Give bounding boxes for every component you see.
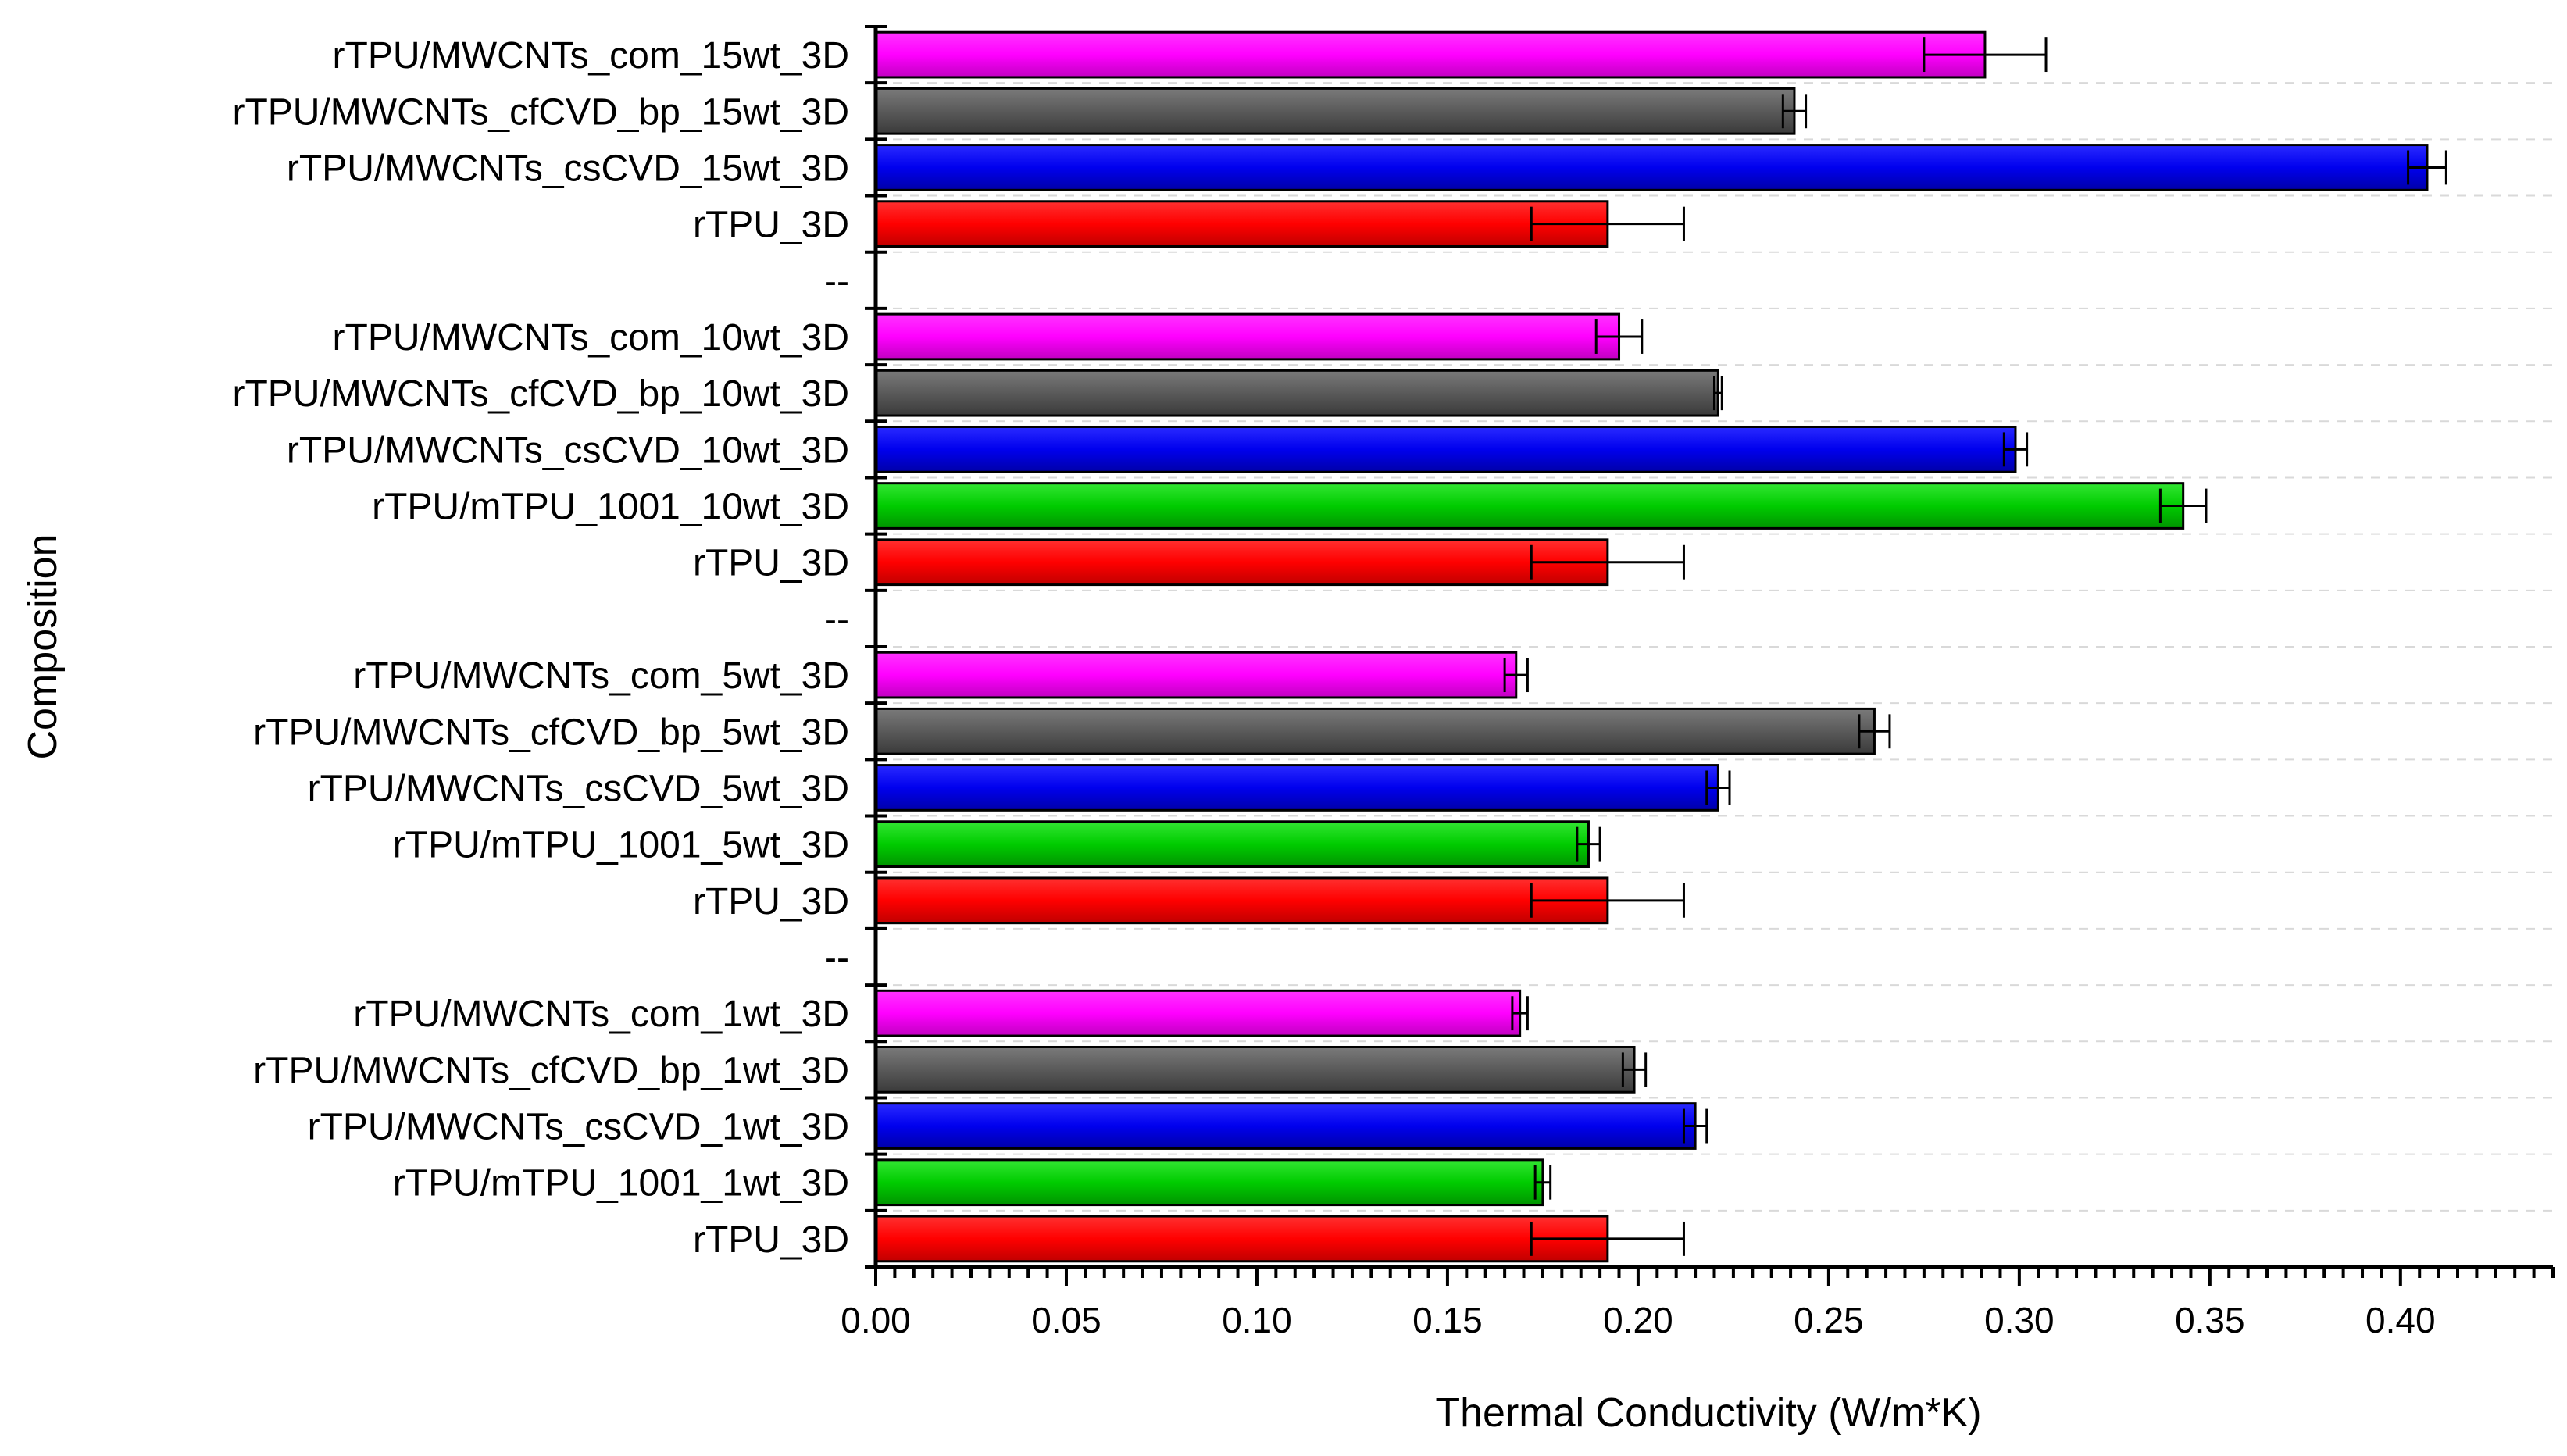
category-label: rTPU/MWCNTs_csCVD_5wt_3D bbox=[308, 768, 849, 809]
bar bbox=[874, 651, 1518, 699]
category-label: rTPU/MWCNTs_cfCVD_bp_1wt_3D bbox=[253, 1050, 849, 1091]
x-tick-label: 0.25 bbox=[1794, 1300, 1864, 1340]
category-label: rTPU/MWCNTs_csCVD_1wt_3D bbox=[308, 1107, 849, 1148]
category-label: rTPU_3D bbox=[693, 881, 849, 922]
grid-lines bbox=[876, 82, 2553, 1212]
category-label: -- bbox=[824, 261, 849, 302]
bar bbox=[874, 1215, 1609, 1263]
x-tick-label: 0.30 bbox=[1984, 1300, 2055, 1340]
bar bbox=[874, 1045, 1636, 1094]
x-tick-label: 0.40 bbox=[2365, 1300, 2436, 1340]
x-tick-label: 0.20 bbox=[1603, 1300, 1673, 1340]
category-label: rTPU_3D bbox=[693, 205, 849, 246]
category-label: rTPU/MWCNTs_csCVD_15wt_3D bbox=[287, 148, 849, 189]
bar bbox=[874, 538, 1609, 587]
category-label: rTPU/mTPU_1001_10wt_3D bbox=[372, 487, 849, 528]
bar bbox=[874, 1102, 1697, 1150]
bar bbox=[874, 482, 2185, 530]
category-label: -- bbox=[824, 937, 849, 979]
bar bbox=[874, 144, 2429, 191]
category-label: rTPU/MWCNTs_com_15wt_3D bbox=[333, 35, 849, 77]
category-label: -- bbox=[824, 599, 849, 641]
category-label: rTPU/MWCNTs_csCVD_10wt_3D bbox=[287, 430, 849, 471]
category-label: rTPU/MWCNTs_com_10wt_3D bbox=[333, 317, 849, 359]
bar bbox=[874, 425, 2017, 473]
category-label: rTPU/MWCNTs_com_1wt_3D bbox=[353, 994, 849, 1035]
x-axis-title: Thermal Conductivity (W/m*K) bbox=[1435, 1390, 1981, 1436]
category-labels: rTPU/MWCNTs_com_15wt_3D rTPU/MWCNTs_cfCVD… bbox=[232, 35, 849, 1261]
axes: 0.00 0.05 0.10 0.15 0.20 0.25 0.30 0.35 0.40 bbox=[841, 25, 2555, 1340]
bar bbox=[874, 876, 1609, 925]
x-tick-label: 0.35 bbox=[2175, 1300, 2245, 1340]
bar bbox=[874, 369, 1719, 417]
bar bbox=[874, 1158, 1544, 1207]
x-tick-label: 0.15 bbox=[1412, 1300, 1483, 1340]
bar bbox=[874, 764, 1719, 812]
bar bbox=[874, 30, 1987, 79]
category-label: rTPU/MWCNTs_cfCVD_bp_10wt_3D bbox=[232, 373, 849, 415]
bar bbox=[874, 989, 1522, 1037]
bar bbox=[874, 707, 1876, 755]
bar bbox=[874, 200, 1609, 248]
bar bbox=[874, 87, 1796, 135]
y-axis-title: Composition bbox=[20, 534, 66, 759]
bars bbox=[874, 30, 2447, 1263]
category-label: rTPU_3D bbox=[693, 1219, 849, 1261]
bar bbox=[874, 820, 1590, 869]
x-tick-label: 0.10 bbox=[1222, 1300, 1292, 1340]
category-label: rTPU/MWCNTs_cfCVD_bp_5wt_3D bbox=[253, 712, 849, 753]
x-tick-label: 0.00 bbox=[841, 1300, 911, 1340]
category-label: rTPU/mTPU_1001_5wt_3D bbox=[393, 825, 849, 866]
category-label: rTPU_3D bbox=[693, 543, 849, 584]
category-label: rTPU/MWCNTs_com_5wt_3D bbox=[353, 655, 849, 697]
bar bbox=[874, 312, 1621, 361]
x-tick-label: 0.05 bbox=[1031, 1300, 1101, 1340]
category-label: rTPU/mTPU_1001_1wt_3D bbox=[393, 1163, 849, 1204]
category-label: rTPU/MWCNTs_cfCVD_bp_15wt_3D bbox=[232, 91, 849, 133]
